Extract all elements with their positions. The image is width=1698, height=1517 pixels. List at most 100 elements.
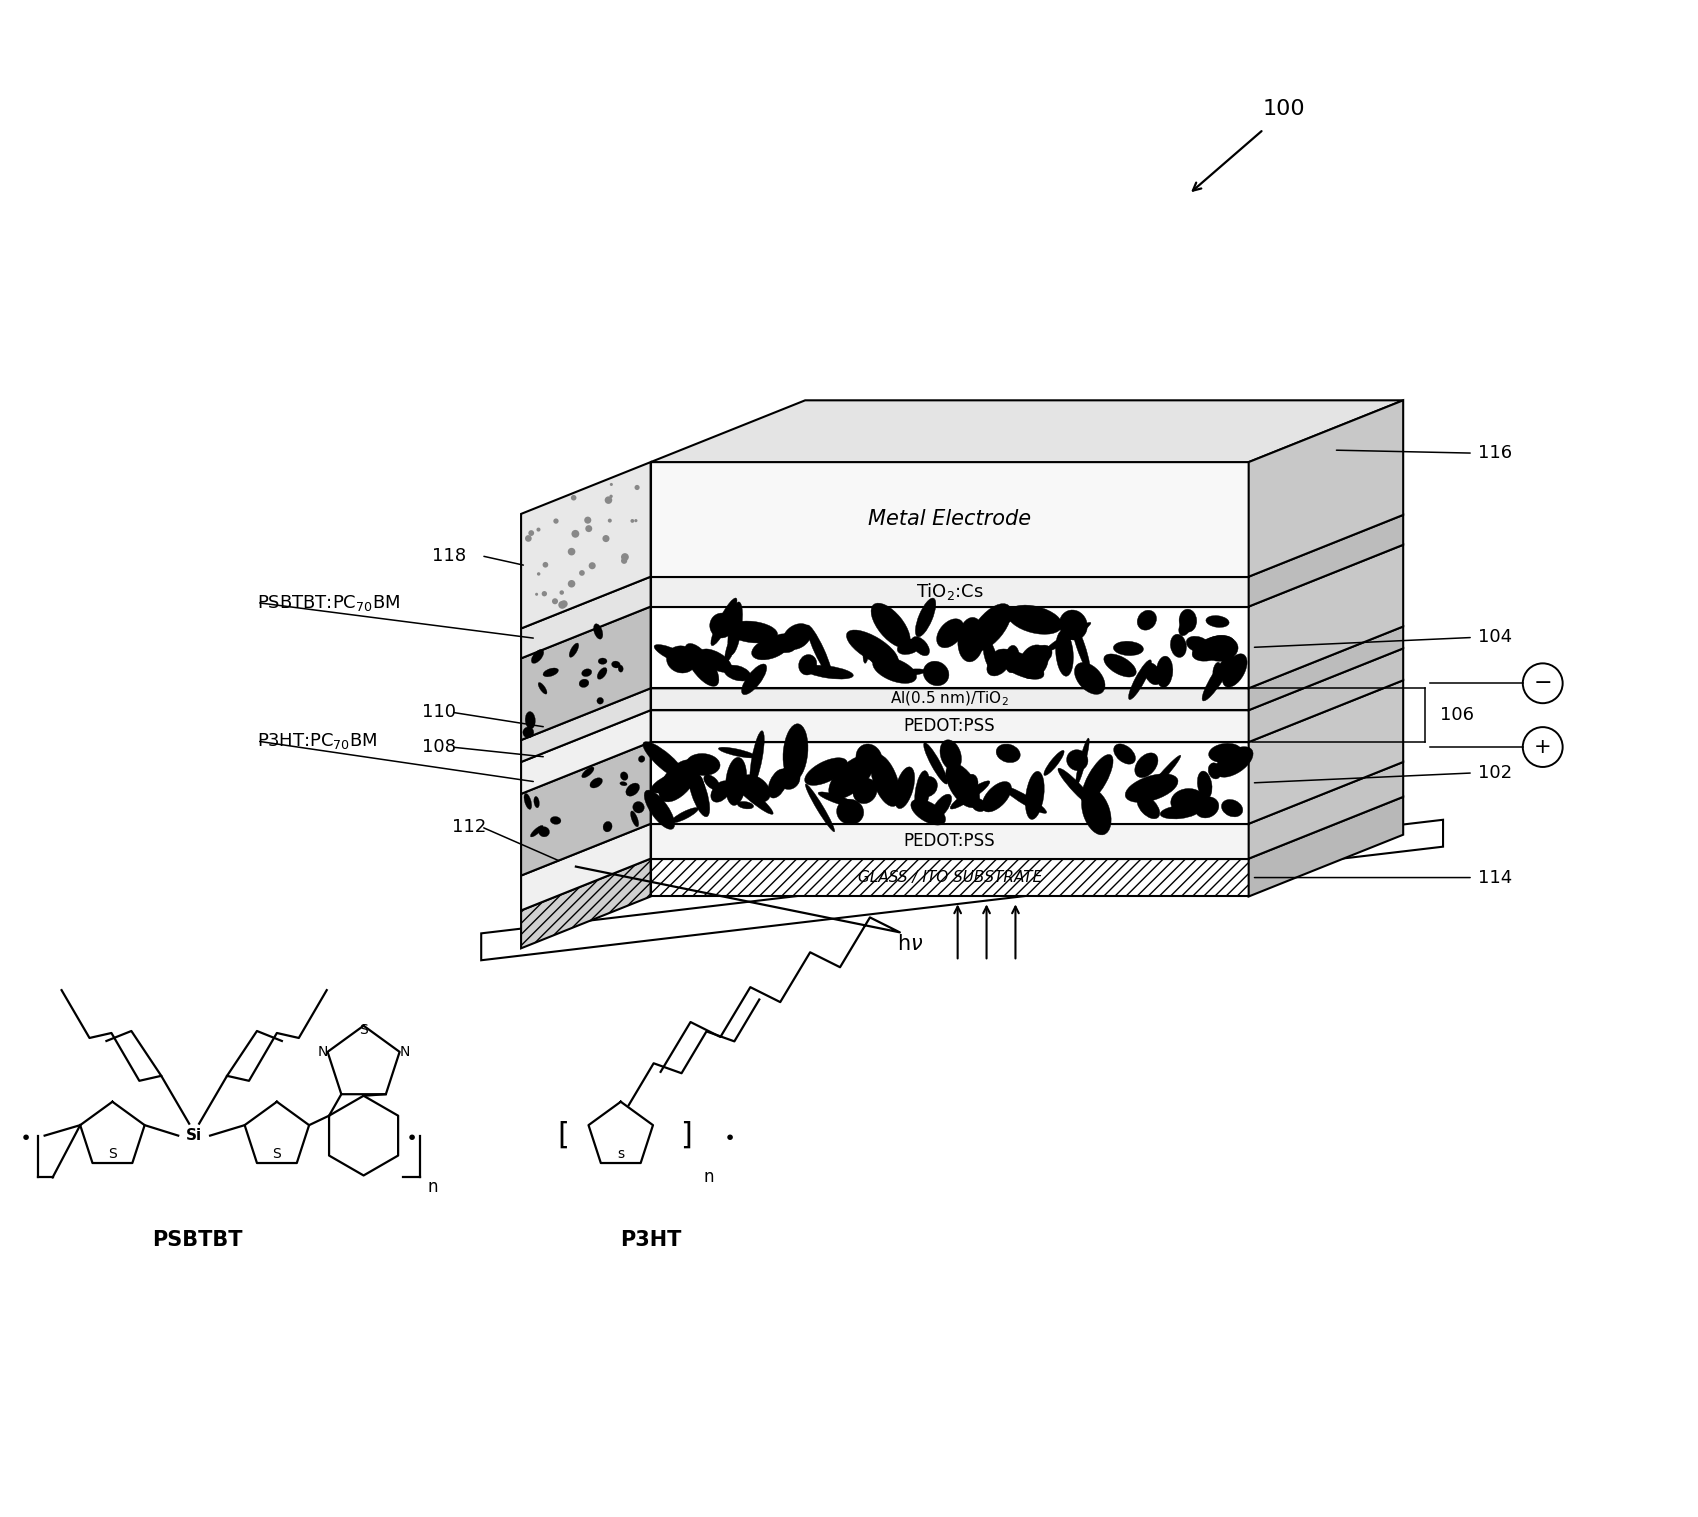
Ellipse shape <box>914 771 929 815</box>
Circle shape <box>542 561 548 567</box>
Circle shape <box>610 495 613 498</box>
Text: Al(0.5 nm)/TiO$_2$: Al(0.5 nm)/TiO$_2$ <box>890 690 1009 708</box>
Text: Si: Si <box>187 1129 202 1144</box>
Ellipse shape <box>1214 746 1253 777</box>
Circle shape <box>603 536 610 542</box>
Ellipse shape <box>1044 622 1090 652</box>
Ellipse shape <box>983 639 997 674</box>
Text: 108: 108 <box>423 739 457 755</box>
Ellipse shape <box>1155 657 1172 687</box>
Ellipse shape <box>1007 605 1061 634</box>
Ellipse shape <box>1073 663 1104 695</box>
Text: $\bullet$: $\bullet$ <box>404 1126 416 1145</box>
Circle shape <box>584 517 591 523</box>
Circle shape <box>633 485 638 490</box>
Polygon shape <box>521 824 650 910</box>
Ellipse shape <box>1082 789 1110 834</box>
Ellipse shape <box>737 801 754 809</box>
Circle shape <box>604 496 611 504</box>
Ellipse shape <box>581 768 594 778</box>
Polygon shape <box>650 680 1403 742</box>
Text: 112: 112 <box>452 818 486 836</box>
Ellipse shape <box>1082 754 1112 802</box>
Ellipse shape <box>710 781 730 802</box>
Ellipse shape <box>620 772 628 780</box>
Text: 118: 118 <box>431 546 465 564</box>
Ellipse shape <box>1206 616 1228 628</box>
Ellipse shape <box>798 654 817 675</box>
Polygon shape <box>1248 545 1403 689</box>
Ellipse shape <box>739 775 769 802</box>
Ellipse shape <box>694 775 705 809</box>
Circle shape <box>554 519 559 523</box>
Ellipse shape <box>1178 610 1195 633</box>
Text: ]: ] <box>679 1121 691 1150</box>
Ellipse shape <box>973 607 1024 631</box>
Text: n: n <box>428 1179 438 1197</box>
Polygon shape <box>650 627 1403 689</box>
Text: $\bullet$: $\bullet$ <box>723 1126 734 1145</box>
Ellipse shape <box>1026 771 1044 819</box>
Ellipse shape <box>805 784 834 831</box>
Ellipse shape <box>550 816 560 824</box>
Ellipse shape <box>723 664 751 681</box>
Ellipse shape <box>1212 663 1221 678</box>
Ellipse shape <box>725 633 737 661</box>
Ellipse shape <box>987 655 1009 677</box>
Ellipse shape <box>949 781 990 809</box>
Ellipse shape <box>856 743 881 772</box>
Polygon shape <box>1248 648 1403 742</box>
Ellipse shape <box>611 661 620 667</box>
Ellipse shape <box>725 757 745 806</box>
Ellipse shape <box>897 639 922 654</box>
Ellipse shape <box>531 649 543 663</box>
Ellipse shape <box>620 781 627 786</box>
Circle shape <box>537 572 540 575</box>
Polygon shape <box>1248 796 1403 897</box>
Ellipse shape <box>543 667 559 677</box>
Ellipse shape <box>638 755 645 763</box>
Ellipse shape <box>1112 642 1143 655</box>
Ellipse shape <box>846 630 898 666</box>
Ellipse shape <box>593 623 603 639</box>
Polygon shape <box>650 710 1248 742</box>
Ellipse shape <box>1221 654 1246 687</box>
Ellipse shape <box>727 602 742 655</box>
Ellipse shape <box>700 649 732 672</box>
Ellipse shape <box>917 777 937 796</box>
Ellipse shape <box>924 743 947 784</box>
Ellipse shape <box>1019 645 1048 678</box>
Circle shape <box>528 529 533 536</box>
Ellipse shape <box>803 666 852 680</box>
Circle shape <box>579 570 584 576</box>
Circle shape <box>610 482 613 485</box>
Ellipse shape <box>1192 636 1233 661</box>
Ellipse shape <box>1004 645 1019 672</box>
Ellipse shape <box>727 620 778 643</box>
Ellipse shape <box>1054 630 1073 677</box>
Text: TiO$_2$:Cs: TiO$_2$:Cs <box>915 581 983 602</box>
Ellipse shape <box>767 769 788 798</box>
Ellipse shape <box>1136 795 1160 819</box>
Ellipse shape <box>818 792 857 807</box>
Polygon shape <box>521 607 650 740</box>
Ellipse shape <box>852 778 876 804</box>
Text: 110: 110 <box>423 704 457 721</box>
Ellipse shape <box>773 634 796 652</box>
Ellipse shape <box>730 778 773 815</box>
Ellipse shape <box>666 646 696 674</box>
Ellipse shape <box>1170 634 1185 657</box>
Ellipse shape <box>581 669 591 677</box>
Ellipse shape <box>598 658 606 664</box>
Ellipse shape <box>1194 796 1217 818</box>
Ellipse shape <box>630 812 638 827</box>
Text: PSBTBT: PSBTBT <box>151 1230 243 1250</box>
Ellipse shape <box>1104 654 1136 677</box>
Polygon shape <box>650 576 1248 607</box>
Text: PSBTBT:PC$_{70}$BM: PSBTBT:PC$_{70}$BM <box>256 593 401 613</box>
Text: +: + <box>1533 737 1550 757</box>
Ellipse shape <box>751 637 790 660</box>
Text: Metal Electrode: Metal Electrode <box>868 510 1031 529</box>
Polygon shape <box>650 762 1403 824</box>
Text: S: S <box>109 1147 117 1161</box>
